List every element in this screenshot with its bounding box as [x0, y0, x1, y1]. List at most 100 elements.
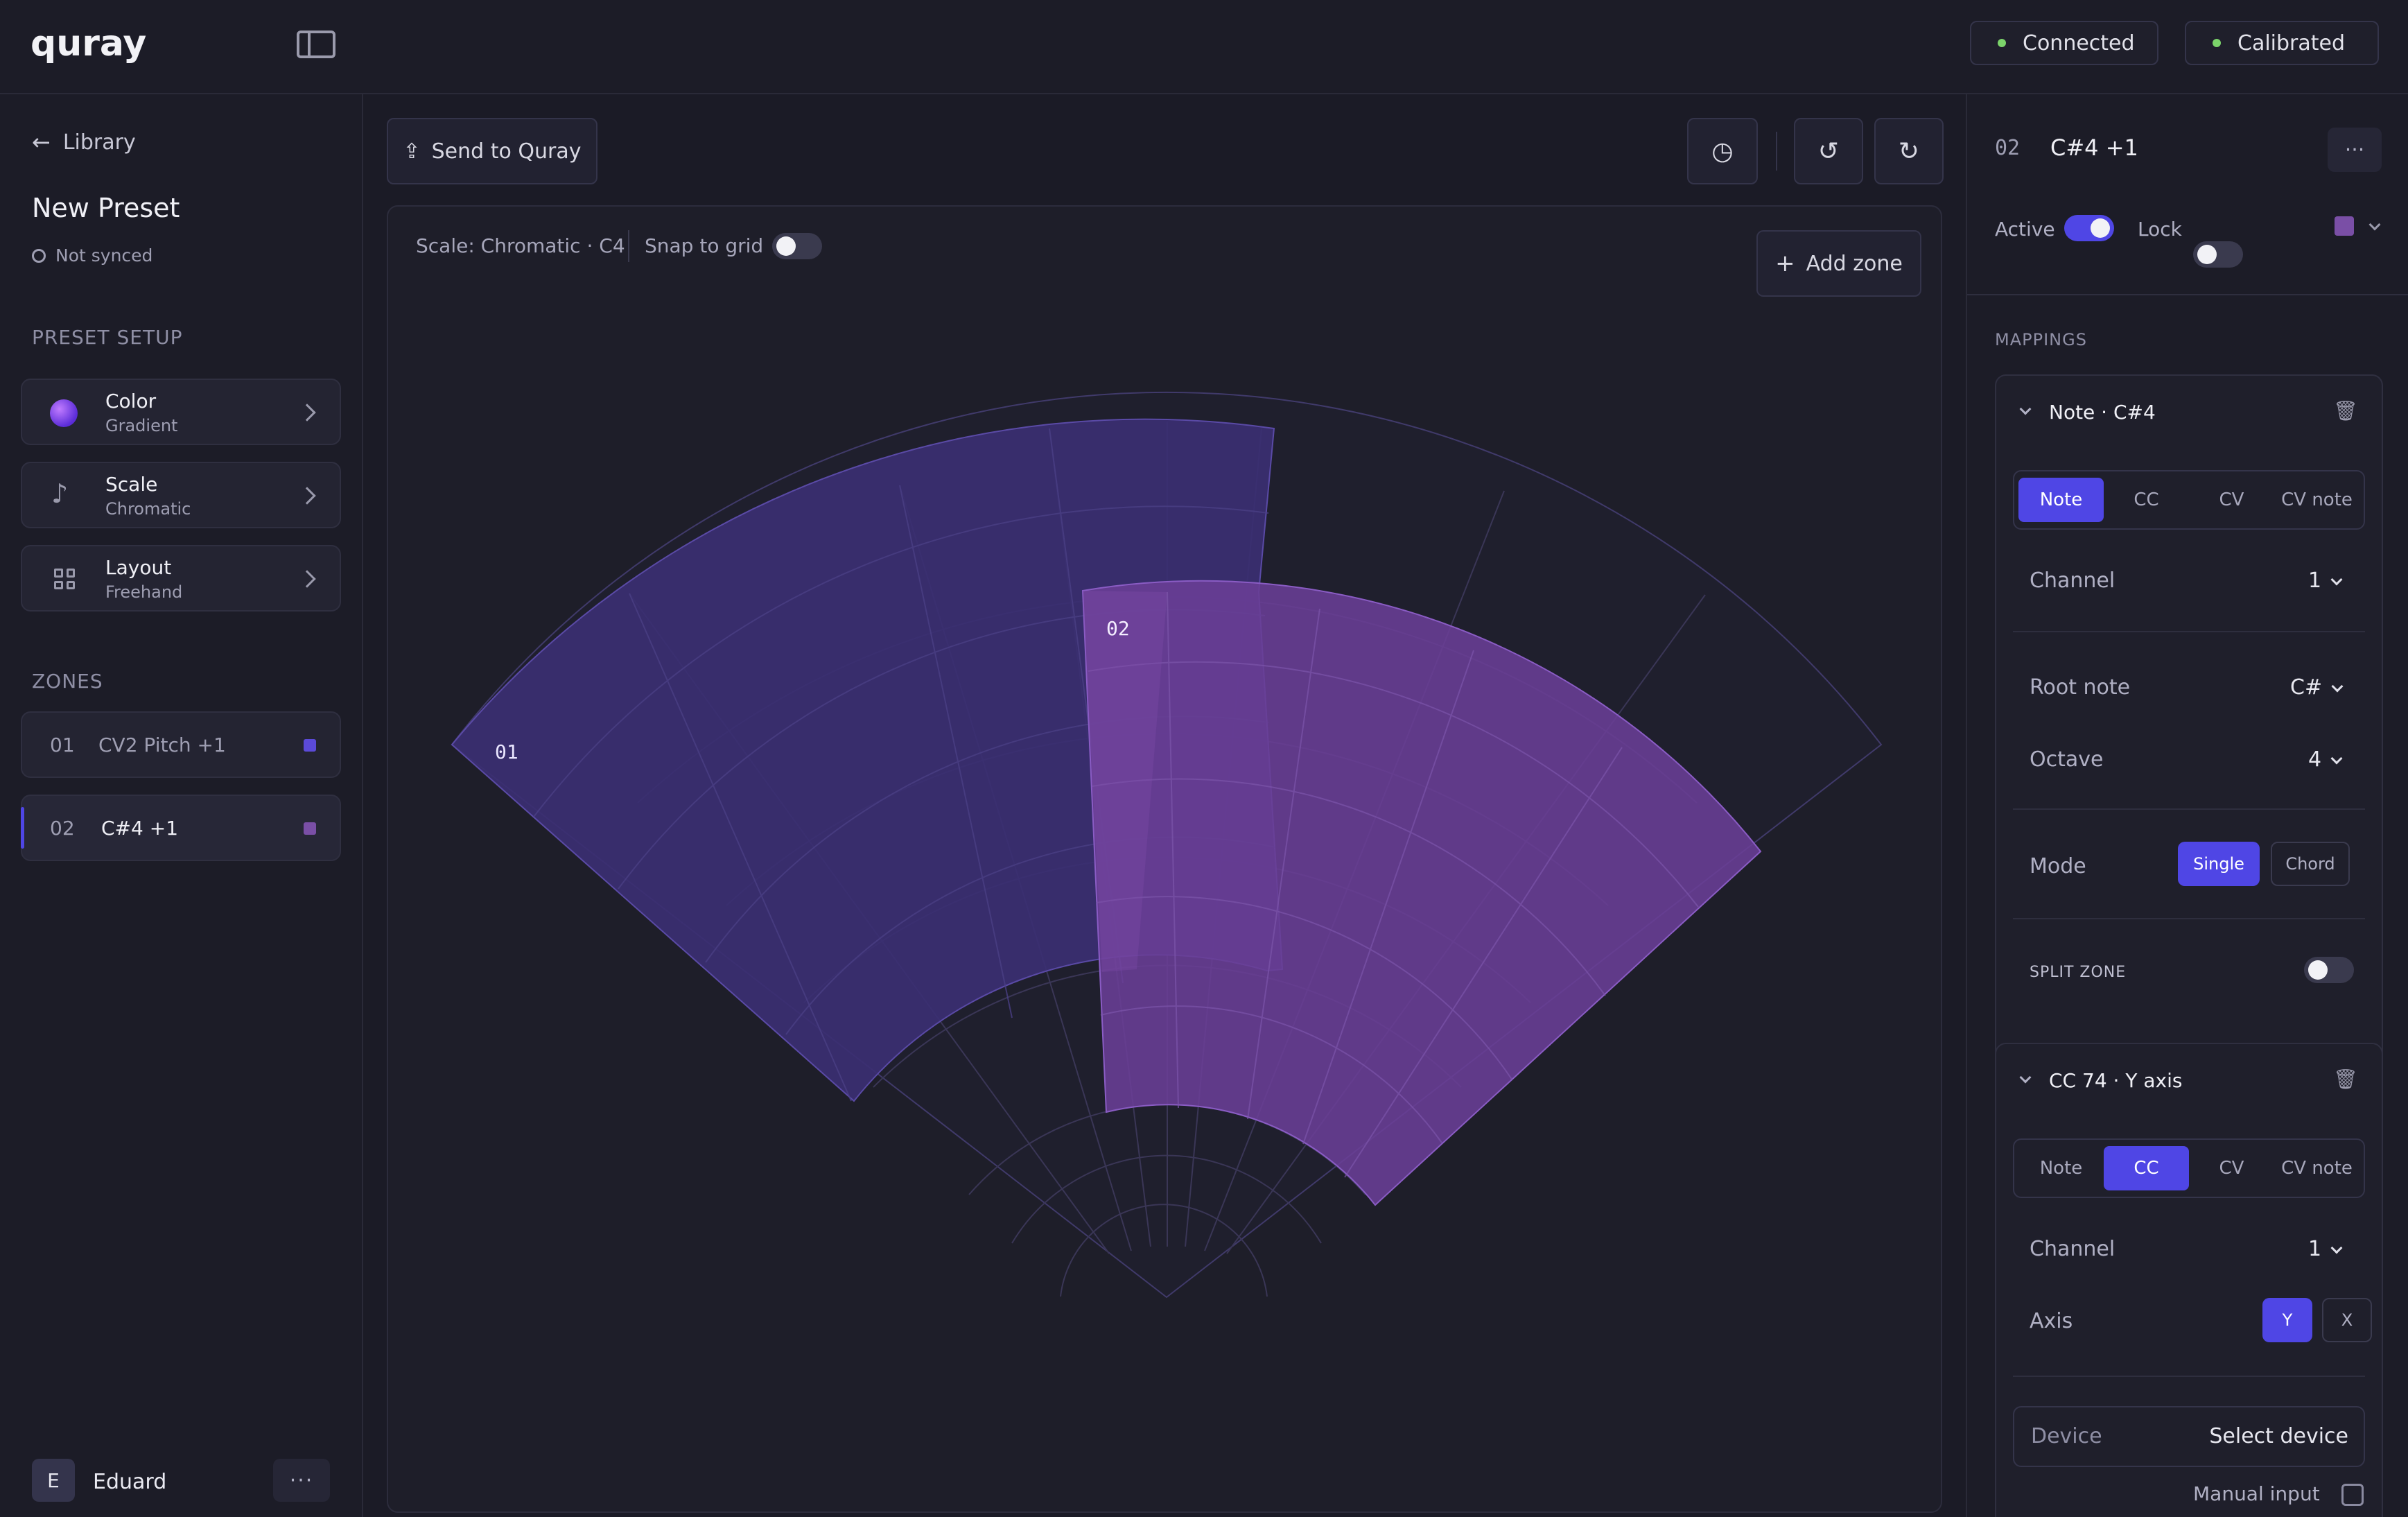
- inspector-panel: 02 C#4 +1 ··· Active Lock MAPPINGS Note …: [1966, 94, 2408, 1517]
- trash-icon[interactable]: 🗑: [2333, 399, 2358, 422]
- octave-label: Octave: [2030, 747, 2104, 772]
- chevron-down-icon[interactable]: [2019, 1071, 2032, 1084]
- mapping-title: CC 74 · Y axis: [2049, 1069, 2183, 1092]
- plus-icon: +: [1775, 250, 1795, 277]
- sync-status: Not synced: [32, 245, 152, 266]
- zone-canvas[interactable]: Scale: Chromatic · C4 Snap to grid + Add…: [387, 205, 1942, 1513]
- axis-y-button[interactable]: Y: [2262, 1298, 2312, 1342]
- zone-02-shape[interactable]: [1081, 580, 1762, 1206]
- manual-input-checkbox[interactable]: [2341, 1484, 2364, 1506]
- grid-icon: [54, 569, 75, 589]
- setup-item-title: Color: [105, 390, 157, 413]
- tab-cv-note[interactable]: CV note: [2281, 1158, 2353, 1179]
- color-dot-icon: [50, 399, 78, 427]
- zones-heading: ZONES: [32, 670, 103, 693]
- chevron-down-icon[interactable]: [2368, 218, 2381, 231]
- zone-item[interactable]: 01 CV2 Pitch +1: [21, 711, 341, 778]
- setup-item-scale[interactable]: ♪ Scale Chromatic: [21, 462, 341, 528]
- undo-icon: ↺: [1817, 137, 1840, 166]
- calibrated-label: Calibrated: [2237, 31, 2346, 55]
- connected-label: Connected: [2023, 31, 2135, 55]
- avatar[interactable]: E: [32, 1459, 75, 1502]
- trash-icon[interactable]: 🗑: [2333, 1068, 2358, 1091]
- undo-button[interactable]: ↺: [1794, 118, 1863, 184]
- zone-item-selected[interactable]: 02 C#4 +1: [21, 795, 341, 861]
- svg-text:quray: quray: [30, 24, 146, 64]
- status-dot-icon: [1998, 39, 2006, 47]
- root-note-label: Root note: [2030, 675, 2131, 700]
- preset-setup-heading: PRESET SETUP: [32, 326, 183, 349]
- toolbar-divider: [1776, 132, 1777, 171]
- more-options-button[interactable]: ···: [2328, 128, 2382, 172]
- zone-name: CV2 Pitch +1: [98, 734, 226, 756]
- sidebar-toggle-icon[interactable]: [297, 31, 335, 58]
- zone-color-picker[interactable]: [2335, 216, 2354, 236]
- chevron-down-icon[interactable]: [2019, 403, 2032, 415]
- active-label: Active: [1995, 218, 2055, 241]
- zone-color-swatch: [304, 739, 316, 752]
- add-zone-button[interactable]: + Add zone: [1756, 230, 1921, 297]
- scale-info: Scale: Chromatic · C4: [416, 234, 625, 257]
- channel-label: Channel: [2030, 569, 2115, 593]
- clock-icon: ◷: [1711, 137, 1734, 166]
- lock-toggle[interactable]: [2193, 241, 2243, 268]
- tab-note[interactable]: Note: [2039, 1158, 2083, 1179]
- setup-item-title: Layout: [105, 556, 172, 579]
- setup-item-layout[interactable]: Layout Freehand: [21, 545, 341, 612]
- channel-select[interactable]: 1: [2308, 1237, 2343, 1261]
- tab-cc[interactable]: CC: [2104, 1146, 2189, 1190]
- setup-item-color[interactable]: Color Gradient: [21, 379, 341, 445]
- device-value: Select device: [2209, 1424, 2348, 1448]
- manual-input-label: Manual input: [2193, 1482, 2320, 1505]
- snap-to-grid-toggle[interactable]: [772, 233, 822, 259]
- quray-logo: quray: [30, 24, 146, 64]
- axis-label: Axis: [2030, 1309, 2073, 1333]
- mapping-card-note: Note · C#4 🗑 Note CC CV CV note Channel …: [1995, 374, 2383, 1119]
- calibrated-status: Calibrated: [2185, 21, 2379, 65]
- zone-label-02: 02: [1106, 617, 1130, 640]
- root-note-select[interactable]: C#: [2290, 675, 2344, 700]
- divider: [2013, 808, 2365, 810]
- chevron-down-icon: [2330, 573, 2343, 586]
- user-menu-button[interactable]: ···: [273, 1459, 330, 1502]
- device-label: Device: [2031, 1424, 2102, 1448]
- active-toggle[interactable]: [2064, 215, 2114, 241]
- mode-chord-button[interactable]: Chord: [2271, 842, 2350, 886]
- send-to-quray-button[interactable]: ⇪ Send to Quray: [387, 118, 597, 184]
- device-select[interactable]: Device Select device: [2013, 1406, 2365, 1467]
- mappings-heading: MAPPINGS: [1995, 330, 2087, 349]
- channel-select[interactable]: 1: [2308, 569, 2343, 593]
- radial-zone-diagram[interactable]: 01 02: [388, 207, 1941, 1511]
- zone-overlap: [1083, 591, 1167, 972]
- redo-button[interactable]: ↻: [1874, 118, 1944, 184]
- status-dot-icon: [2213, 39, 2221, 47]
- tab-note[interactable]: Note: [2018, 478, 2104, 522]
- history-button[interactable]: ◷: [1687, 118, 1758, 184]
- user-name: Eduard: [93, 1470, 167, 1494]
- add-zone-label: Add zone: [1806, 251, 1903, 276]
- tab-cv-note[interactable]: CV note: [2281, 489, 2353, 510]
- redo-icon: ↻: [1898, 137, 1920, 166]
- tab-cv[interactable]: CV: [2219, 1158, 2244, 1179]
- mapping-type-selector: Note CC CV CV note: [2013, 1138, 2365, 1198]
- divider: [628, 230, 629, 262]
- divider: [2013, 918, 2365, 919]
- axis-x-button[interactable]: X: [2322, 1298, 2372, 1342]
- tab-cc[interactable]: CC: [2134, 489, 2159, 510]
- chevron-down-icon: [2331, 680, 2344, 693]
- zone-01-shape[interactable]: [451, 418, 1284, 1102]
- back-to-library-link[interactable]: ← Library: [32, 129, 136, 155]
- send-label: Send to Quray: [431, 139, 582, 164]
- divider: [2013, 631, 2365, 632]
- split-zone-toggle[interactable]: [2304, 957, 2354, 983]
- octave-select[interactable]: 4: [2308, 747, 2343, 772]
- chevron-right-icon: [298, 487, 316, 505]
- zone-number: 02: [1995, 136, 2021, 160]
- music-note-icon: ♪: [51, 478, 69, 509]
- mode-single-button[interactable]: Single: [2178, 842, 2260, 886]
- chevron-down-icon: [2330, 752, 2343, 765]
- snap-label: Snap to grid: [645, 234, 764, 257]
- setup-item-title: Scale: [105, 473, 158, 496]
- tab-cv[interactable]: CV: [2219, 489, 2244, 510]
- channel-label: Channel: [2030, 1237, 2115, 1261]
